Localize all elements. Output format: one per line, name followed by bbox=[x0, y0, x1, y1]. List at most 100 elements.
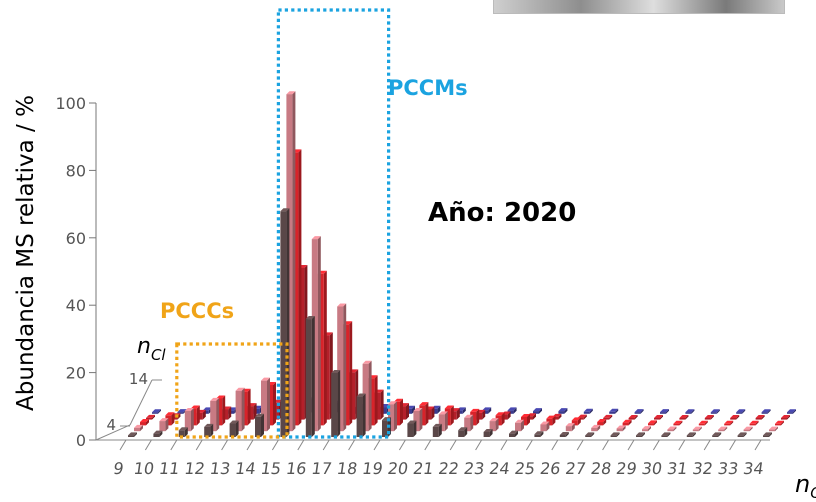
bar bbox=[305, 319, 312, 437]
x-tick-label: 15 bbox=[259, 459, 282, 478]
bar-side bbox=[755, 420, 759, 426]
bar-top bbox=[305, 316, 315, 320]
bar bbox=[483, 431, 490, 437]
x-tick-mark bbox=[576, 439, 584, 451]
bar-side bbox=[368, 360, 372, 432]
bar-side bbox=[591, 432, 595, 437]
bar-top bbox=[458, 427, 468, 431]
bar-side bbox=[583, 414, 587, 420]
bar-side bbox=[374, 375, 378, 426]
bar-top bbox=[362, 360, 372, 364]
bar-side bbox=[202, 409, 206, 420]
x-tick-label: 9 bbox=[112, 459, 125, 478]
bar-top bbox=[515, 419, 524, 423]
x-tick-mark bbox=[475, 439, 483, 451]
bar bbox=[432, 426, 439, 437]
bar-top bbox=[482, 407, 492, 411]
bar-side bbox=[718, 432, 722, 437]
x-tick-label: 14 bbox=[234, 459, 257, 478]
bar-side bbox=[253, 403, 257, 420]
bar-top bbox=[255, 413, 264, 417]
bar-side bbox=[767, 409, 771, 414]
bar-side bbox=[317, 236, 321, 432]
bar-top bbox=[204, 423, 214, 427]
bar-side bbox=[462, 407, 466, 414]
bar-top bbox=[464, 414, 474, 418]
depth-axis-label: nCl bbox=[137, 334, 166, 364]
bar-top bbox=[177, 409, 187, 413]
x-tick-label: 11 bbox=[158, 459, 181, 478]
bar-side bbox=[648, 426, 651, 432]
bar-side bbox=[337, 369, 341, 437]
x-tick-label: 12 bbox=[183, 459, 206, 478]
bar-side bbox=[743, 432, 747, 437]
bar-side bbox=[419, 407, 423, 432]
bar bbox=[458, 430, 465, 437]
bar-side bbox=[235, 420, 239, 437]
bar-side bbox=[577, 417, 581, 426]
photo-strip bbox=[493, 0, 785, 14]
bar-side bbox=[241, 387, 245, 432]
bar-side bbox=[362, 393, 366, 437]
bar bbox=[698, 423, 705, 426]
bar bbox=[540, 424, 547, 432]
x-tick-mark bbox=[119, 439, 127, 451]
x-tick-mark bbox=[246, 439, 254, 451]
bar-top bbox=[261, 377, 270, 381]
bar-side bbox=[513, 407, 517, 414]
bar-top bbox=[165, 412, 175, 416]
bar-side bbox=[400, 398, 403, 426]
bar-top bbox=[331, 369, 341, 373]
bar bbox=[642, 429, 648, 432]
bar bbox=[407, 423, 414, 437]
bar-top bbox=[616, 425, 626, 429]
x-tick-mark bbox=[703, 439, 711, 451]
bar bbox=[591, 427, 598, 432]
bar-side bbox=[323, 270, 327, 426]
bar-top bbox=[235, 387, 245, 391]
bar-top bbox=[648, 420, 657, 424]
bar-top bbox=[558, 408, 568, 412]
bar bbox=[235, 390, 242, 432]
bar bbox=[337, 306, 344, 432]
bar-side bbox=[273, 381, 276, 426]
x-tick-label: 19 bbox=[361, 459, 384, 478]
bar-top bbox=[470, 408, 480, 412]
bar-side bbox=[476, 408, 480, 426]
x-tick-label: 23 bbox=[463, 459, 486, 478]
depth-axis-symbol: n bbox=[137, 334, 151, 359]
bar-top bbox=[787, 409, 796, 413]
bar-side bbox=[691, 409, 695, 414]
bar-top bbox=[565, 423, 575, 427]
pcccs-box bbox=[175, 342, 289, 439]
x-tick-label: 34 bbox=[742, 459, 765, 478]
bar-side bbox=[406, 403, 409, 420]
x-tick-label: 27 bbox=[564, 459, 587, 478]
bar-top bbox=[583, 408, 593, 412]
bar-side bbox=[667, 432, 671, 437]
bar-top bbox=[585, 432, 595, 436]
bar bbox=[712, 435, 719, 437]
bar-top bbox=[577, 414, 587, 418]
bar-side bbox=[515, 430, 518, 437]
bar-top bbox=[178, 427, 188, 431]
bar bbox=[603, 417, 610, 420]
bar bbox=[692, 429, 699, 432]
bar bbox=[679, 418, 686, 420]
x-tick-label: 29 bbox=[615, 459, 638, 478]
bar-top bbox=[634, 409, 644, 413]
bar-side bbox=[775, 426, 778, 432]
bar-side bbox=[565, 431, 569, 437]
bar-side bbox=[597, 424, 601, 432]
x-tick-mark bbox=[373, 439, 381, 451]
bar-top bbox=[685, 409, 695, 413]
bar-top bbox=[622, 419, 632, 423]
bar bbox=[261, 380, 267, 432]
bar-side bbox=[634, 415, 638, 420]
bar-side bbox=[222, 395, 226, 426]
bar-side bbox=[413, 420, 417, 437]
bar-top bbox=[654, 415, 663, 418]
bar bbox=[134, 427, 140, 432]
bar-top bbox=[737, 432, 747, 436]
x-tick-mark bbox=[652, 439, 660, 451]
